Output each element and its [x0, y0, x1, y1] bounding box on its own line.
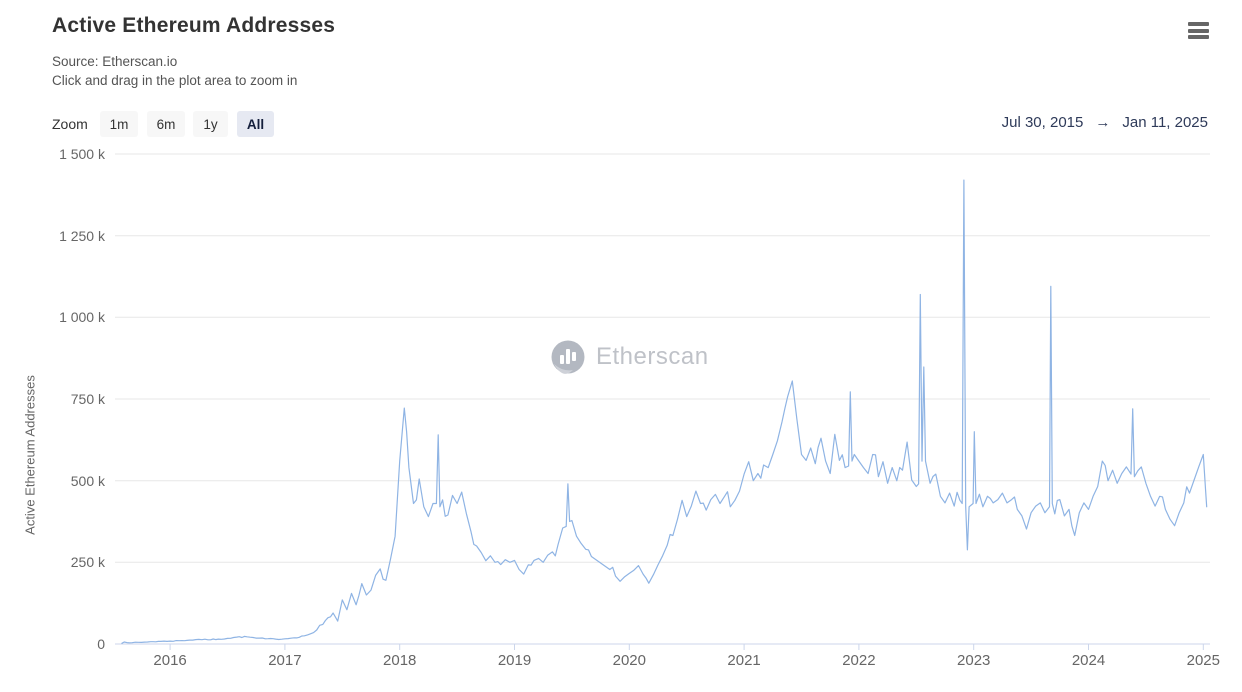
x-axis-tick-label: 2021	[727, 652, 761, 669]
range-to-input[interactable]: Jan 11, 2025	[1122, 114, 1208, 131]
x-axis-tick-label: 2018	[383, 652, 417, 669]
watermark: Etherscan	[549, 338, 709, 376]
hamburger-icon	[1188, 22, 1209, 27]
zoom-button-1m[interactable]: 1m	[100, 111, 138, 137]
hamburger-icon	[1188, 28, 1209, 33]
zoom-label: Zoom	[52, 116, 88, 132]
range-from-input[interactable]: Jul 30, 2015	[1001, 114, 1084, 131]
x-axis-tick-label: 2023	[957, 652, 991, 669]
x-axis-tick-label: 2020	[612, 652, 646, 669]
zoom-button-1y[interactable]: 1y	[193, 111, 228, 137]
y-axis-tick-label: 1 500 k	[59, 146, 105, 162]
date-range-display: Jul 30, 2015 → Jan 11, 2025	[1002, 114, 1208, 131]
x-axis-tick-label: 2024	[1071, 652, 1106, 669]
arrow-right-icon: →	[1095, 114, 1111, 131]
y-axis-tick-label: 1 000 k	[59, 309, 105, 326]
page-title: Active Ethereum Addresses	[52, 14, 336, 37]
zoom-button-all[interactable]: All	[237, 111, 274, 137]
y-axis-tick-label: 250 k	[70, 554, 105, 571]
zoom-button-6m[interactable]: 6m	[147, 111, 185, 137]
y-axis-tick-label: 1 250 k	[59, 227, 105, 244]
y-axis-tick-label: 750 k	[70, 391, 105, 407]
etherscan-logo-icon	[551, 340, 585, 374]
x-axis-tick-label: 2025	[1186, 652, 1220, 669]
hamburger-icon	[1188, 35, 1209, 40]
watermark-text: Etherscan	[596, 343, 709, 370]
x-axis-tick-label: 2022	[842, 652, 876, 669]
y-axis-tick-label: 0	[97, 636, 105, 652]
x-axis-tick-label: 2017	[268, 652, 302, 669]
chart-context-menu-button[interactable]	[1188, 21, 1214, 43]
y-axis-tick-label: 500 k	[70, 472, 105, 489]
x-axis-tick-label: 2019	[497, 652, 532, 669]
chart-hint-subtitle: Click and drag in the plot area to zoom …	[52, 73, 298, 88]
chart-source-subtitle: Source: Etherscan.io	[52, 54, 178, 69]
x-axis-tick-label: 2016	[153, 652, 187, 669]
